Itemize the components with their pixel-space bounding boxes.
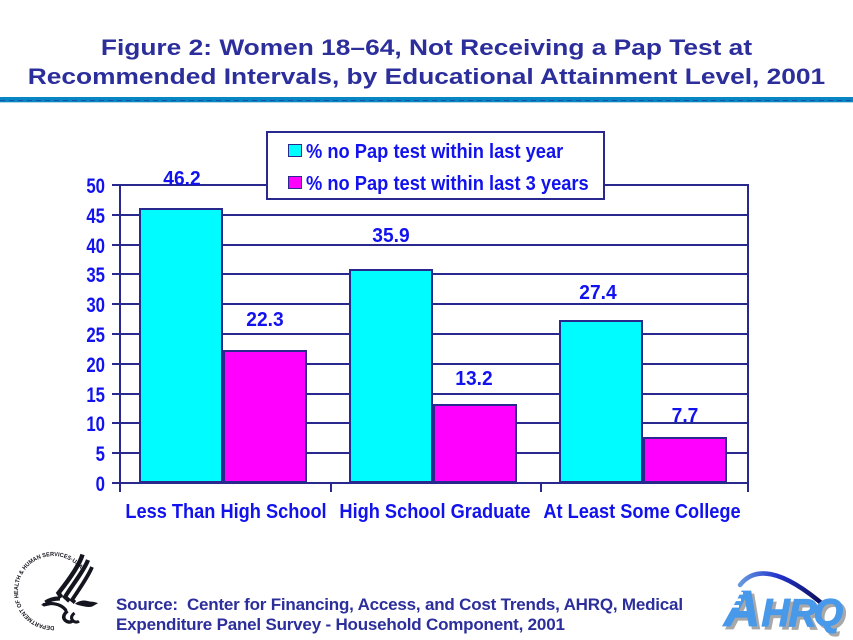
- svg-text:Q: Q: [817, 596, 847, 638]
- svg-text:Q: Q: [814, 593, 844, 635]
- svg-text:A: A: [722, 581, 760, 637]
- svg-text:H: H: [762, 592, 791, 635]
- svg-text:R: R: [792, 595, 820, 638]
- svg-text:DEPARTMENT OF HEALTH & HUMAN S: DEPARTMENT OF HEALTH & HUMAN SERVICES·US…: [14, 552, 84, 630]
- svg-text:R: R: [789, 592, 817, 635]
- svg-text:H: H: [765, 595, 794, 638]
